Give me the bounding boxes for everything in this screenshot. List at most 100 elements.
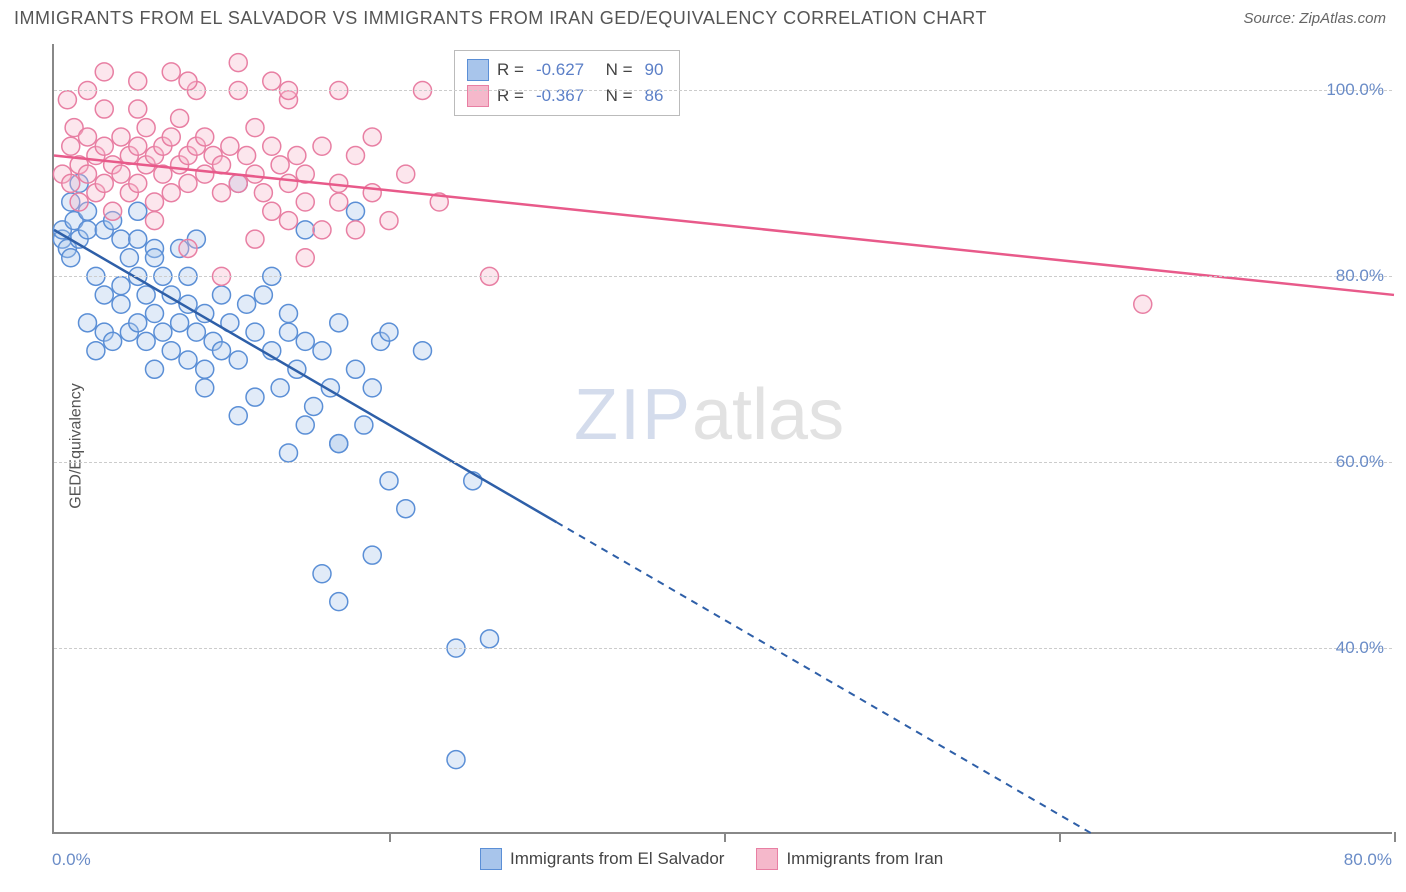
data-point — [347, 202, 365, 220]
data-point — [154, 323, 172, 341]
data-point — [313, 565, 331, 583]
data-point — [330, 593, 348, 611]
data-point — [87, 342, 105, 360]
data-point — [62, 137, 80, 155]
data-point — [296, 332, 314, 350]
data-point — [481, 630, 499, 648]
data-point — [254, 286, 272, 304]
data-point — [313, 221, 331, 239]
data-point — [129, 137, 147, 155]
legend-swatch — [480, 848, 502, 870]
data-point — [196, 128, 214, 146]
chart-title: IMMIGRANTS FROM EL SALVADOR VS IMMIGRANT… — [14, 8, 987, 29]
data-point — [213, 286, 231, 304]
data-point — [238, 295, 256, 313]
stat-r-value: -0.627 — [532, 60, 588, 80]
source-attribution: Source: ZipAtlas.com — [1243, 10, 1386, 27]
data-point — [288, 147, 306, 165]
legend-swatch — [756, 848, 778, 870]
legend-swatch — [467, 59, 489, 81]
y-tick-label: 60.0% — [1336, 452, 1384, 472]
stat-label: N = — [596, 86, 632, 106]
data-point — [146, 212, 164, 230]
legend-item: Immigrants from Iran — [756, 848, 943, 870]
gridline — [54, 90, 1392, 91]
data-point — [296, 249, 314, 267]
data-point — [79, 314, 97, 332]
data-point — [271, 156, 289, 174]
gridline — [54, 462, 1392, 463]
data-point — [380, 212, 398, 230]
data-point — [79, 165, 97, 183]
data-point — [280, 305, 298, 323]
legend-stat-row: R =-0.367 N =86 — [467, 83, 667, 109]
data-point — [79, 221, 97, 239]
data-point — [414, 342, 432, 360]
data-point — [120, 249, 138, 267]
data-point — [162, 342, 180, 360]
data-point — [280, 444, 298, 462]
legend-stat-row: R = -0.627 N = 90 — [467, 57, 667, 83]
data-point — [112, 277, 130, 295]
data-point — [380, 472, 398, 490]
stat-label: N = — [596, 60, 632, 80]
data-point — [70, 193, 88, 211]
stat-label: R = — [497, 60, 524, 80]
trendline-dashed — [557, 522, 1093, 834]
y-tick-label: 80.0% — [1336, 266, 1384, 286]
data-point — [95, 100, 113, 118]
stat-n-value: 86 — [641, 86, 668, 106]
data-point — [246, 388, 264, 406]
data-point — [363, 184, 381, 202]
data-point — [146, 249, 164, 267]
data-point — [129, 174, 147, 192]
data-point — [129, 314, 147, 332]
data-point — [137, 286, 155, 304]
data-point — [146, 305, 164, 323]
series-legend: Immigrants from El Salvador Immigrants fr… — [480, 848, 943, 870]
x-tick — [1394, 832, 1396, 842]
data-point — [296, 416, 314, 434]
y-tick-label: 40.0% — [1336, 638, 1384, 658]
scatter-svg — [54, 44, 1392, 832]
data-point — [171, 109, 189, 127]
data-point — [179, 351, 197, 369]
data-point — [397, 165, 415, 183]
data-point — [146, 360, 164, 378]
data-point — [263, 72, 281, 90]
gridline — [54, 276, 1392, 277]
correlation-legend: R =-0.627 N =90R =-0.367 N =86 — [454, 50, 680, 116]
data-point — [129, 100, 147, 118]
data-point — [313, 342, 331, 360]
data-point — [280, 174, 298, 192]
gridline — [54, 648, 1392, 649]
x-tick — [724, 832, 726, 842]
data-point — [330, 435, 348, 453]
data-point — [95, 286, 113, 304]
data-point — [305, 397, 323, 415]
data-point — [229, 407, 247, 425]
data-point — [129, 72, 147, 90]
data-point — [179, 239, 197, 257]
data-point — [129, 202, 147, 220]
data-point — [213, 342, 231, 360]
legend-label: Immigrants from El Salvador — [510, 849, 724, 869]
data-point — [196, 379, 214, 397]
stat-n-value: 90 — [641, 60, 668, 80]
data-point — [196, 360, 214, 378]
data-point — [221, 137, 239, 155]
legend-item: Immigrants from El Salvador — [480, 848, 724, 870]
data-point — [229, 54, 247, 72]
y-tick-label: 100.0% — [1326, 80, 1384, 100]
data-point — [229, 351, 247, 369]
x-tick — [1059, 832, 1061, 842]
data-point — [137, 332, 155, 350]
data-point — [246, 323, 264, 341]
data-point — [280, 323, 298, 341]
data-point — [347, 360, 365, 378]
data-point — [229, 174, 247, 192]
data-point — [246, 119, 264, 137]
x-tick-label: 0.0% — [52, 850, 91, 870]
data-point — [363, 379, 381, 397]
data-point — [146, 193, 164, 211]
